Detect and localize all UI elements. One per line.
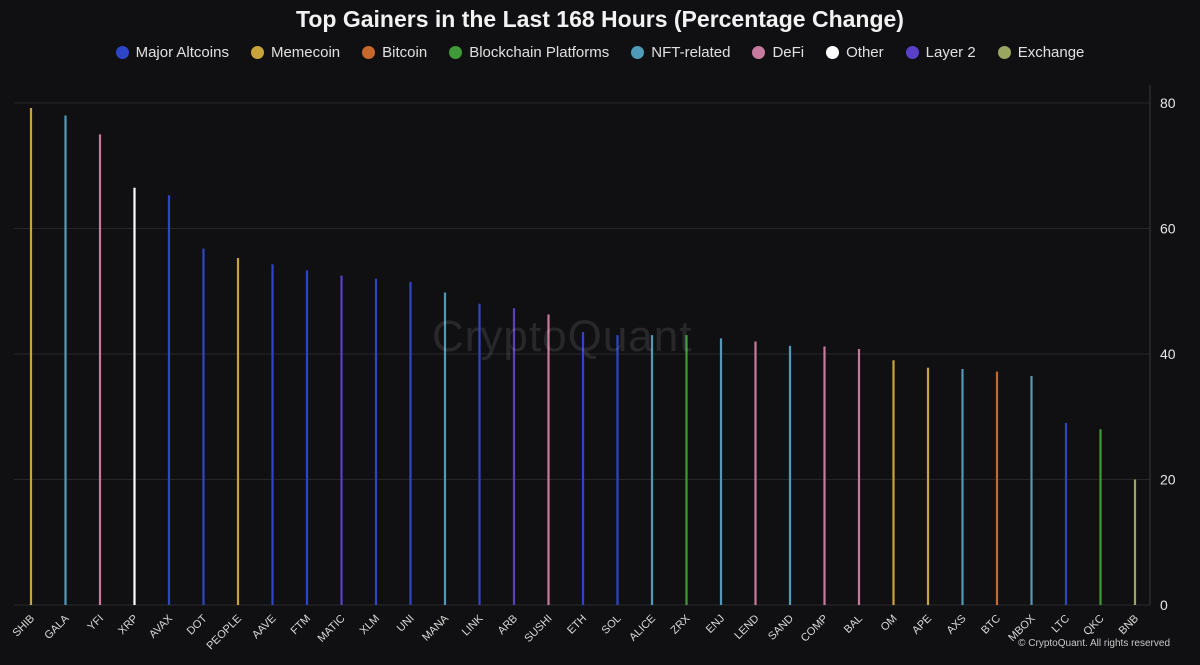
- x-tick-label: AXS: [945, 613, 969, 637]
- x-tick-label: DOT: [185, 612, 210, 637]
- y-tick-label: 0: [1160, 597, 1168, 613]
- x-tick-label: QKC: [1081, 613, 1106, 638]
- legend-item[interactable]: Blockchain Platforms: [449, 44, 609, 61]
- legend-label: Major Altcoins: [135, 44, 229, 61]
- x-tick-label: OM: [879, 613, 900, 634]
- x-tick-label: ZRX: [669, 612, 694, 637]
- x-tick-label: ALICE: [627, 613, 658, 644]
- legend-swatch: [449, 46, 463, 59]
- legend-swatch: [905, 46, 919, 59]
- x-tick-label: SOL: [600, 613, 624, 637]
- x-tick-label: AVAX: [147, 612, 176, 641]
- x-tick-label: BTC: [979, 613, 1003, 637]
- x-tick-label: GALA: [42, 612, 72, 642]
- legend-swatch: [997, 46, 1011, 59]
- legend-item[interactable]: DeFi: [752, 44, 804, 61]
- x-tick-label: BAL: [842, 613, 865, 636]
- x-tick-label: COMP: [799, 613, 831, 645]
- legend-label: Bitcoin: [382, 44, 428, 61]
- legend-swatch: [250, 46, 264, 59]
- x-tick-label: LTC: [1050, 613, 1073, 636]
- legend-label: Layer 2: [925, 44, 976, 61]
- x-tick-label: FTM: [289, 613, 313, 637]
- legend-label: Blockchain Platforms: [469, 44, 610, 61]
- legend-item[interactable]: Memecoin: [250, 44, 341, 61]
- x-tick-label: PEOPLE: [205, 613, 245, 653]
- y-tick-label: 60: [1160, 221, 1176, 237]
- y-tick-label: 40: [1160, 346, 1176, 362]
- legend-item[interactable]: Exchange: [997, 44, 1085, 61]
- legend-swatch: [631, 46, 645, 59]
- x-tick-label: ARB: [496, 613, 520, 637]
- legend-label: NFT-related: [651, 44, 731, 61]
- legend-label: DeFi: [772, 44, 805, 61]
- legend-item[interactable]: Layer 2: [905, 44, 976, 61]
- x-tick-label: APE: [910, 613, 934, 637]
- legend-swatch: [115, 46, 129, 59]
- chart-title: Top Gainers in the Last 168 Hours (Perce…: [296, 6, 904, 32]
- x-tick-label: ETH: [565, 613, 589, 637]
- x-tick-label: MATIC: [316, 613, 348, 645]
- copyright-notice: © CryptoQuant. All rights reserved: [1018, 638, 1170, 649]
- x-tick-label: XLM: [358, 613, 382, 637]
- x-tick-label: LINK: [460, 612, 486, 638]
- y-tick-label: 80: [1160, 95, 1176, 111]
- x-tick-label: XRP: [116, 613, 140, 637]
- legend-item[interactable]: NFT-related: [631, 44, 730, 61]
- y-tick-label: 20: [1160, 472, 1176, 488]
- x-tick-label: MANA: [420, 612, 451, 643]
- x-tick-label: YFI: [86, 613, 107, 634]
- legend-swatch: [826, 46, 840, 59]
- legend-label: Other: [846, 44, 884, 61]
- legend-item[interactable]: Other: [826, 44, 884, 61]
- legend-label: Exchange: [1017, 44, 1085, 61]
- x-tick-label: BNB: [1117, 613, 1141, 637]
- x-tick-label: UNI: [395, 613, 417, 635]
- x-tick-label: AAVE: [250, 613, 279, 642]
- legend-item[interactable]: Major Altcoins: [115, 44, 229, 61]
- x-tick-label: SUSHI: [522, 613, 554, 645]
- legend-label: Memecoin: [270, 44, 341, 61]
- x-tick-label: ENJ: [704, 613, 727, 636]
- x-tick-label: SAND: [766, 613, 796, 643]
- legend-item[interactable]: Bitcoin: [362, 44, 427, 61]
- x-tick-label: LEND: [732, 613, 761, 642]
- legend-swatch: [362, 46, 376, 59]
- x-tick-label: SHIB: [10, 613, 37, 640]
- legend: Major Altcoins Memecoin Bitcoin Blockchain …: [0, 44, 1200, 61]
- watermark: CryptoQuant: [432, 312, 693, 361]
- legend-swatch: [752, 46, 766, 59]
